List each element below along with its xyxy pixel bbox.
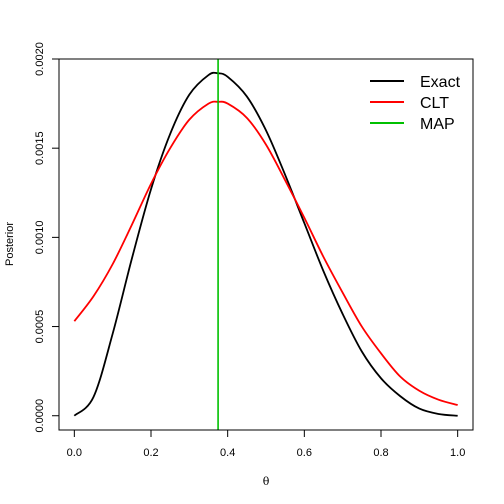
x-tick-label: 0.2 xyxy=(143,447,158,459)
y-axis: 0.0000 0.0005 0.0010 0.0015 0.0020 xyxy=(34,42,60,433)
y-tick-label: 0.0020 xyxy=(34,42,46,76)
x-axis-title: θ xyxy=(263,475,270,488)
x-tick-label: 0.6 xyxy=(297,447,312,459)
x-tick-label: 0.0 xyxy=(67,447,82,459)
series-exact-line xyxy=(73,71,458,417)
y-tick-label: 0.0010 xyxy=(34,221,46,255)
y-tick-label: 0.0005 xyxy=(34,310,46,344)
plot-lines xyxy=(73,59,458,430)
x-tick-label: 0.8 xyxy=(373,447,388,459)
legend-label-map: MAP xyxy=(420,116,455,133)
legend-label-clt: CLT xyxy=(420,95,449,112)
y-axis-title: Posterior xyxy=(4,222,16,266)
y-tick-label: 0.0000 xyxy=(34,399,46,433)
x-axis: 0.0 0.2 0.4 0.6 0.8 1.0 xyxy=(67,429,465,459)
legend-label-exact: Exact xyxy=(420,74,461,91)
series-clt-line xyxy=(73,100,458,406)
y-tick-label: 0.0015 xyxy=(34,131,46,165)
x-tick-label: 0.4 xyxy=(220,447,235,459)
legend: Exact CLT MAP xyxy=(370,74,461,133)
x-tick-label: 1.0 xyxy=(450,447,465,459)
